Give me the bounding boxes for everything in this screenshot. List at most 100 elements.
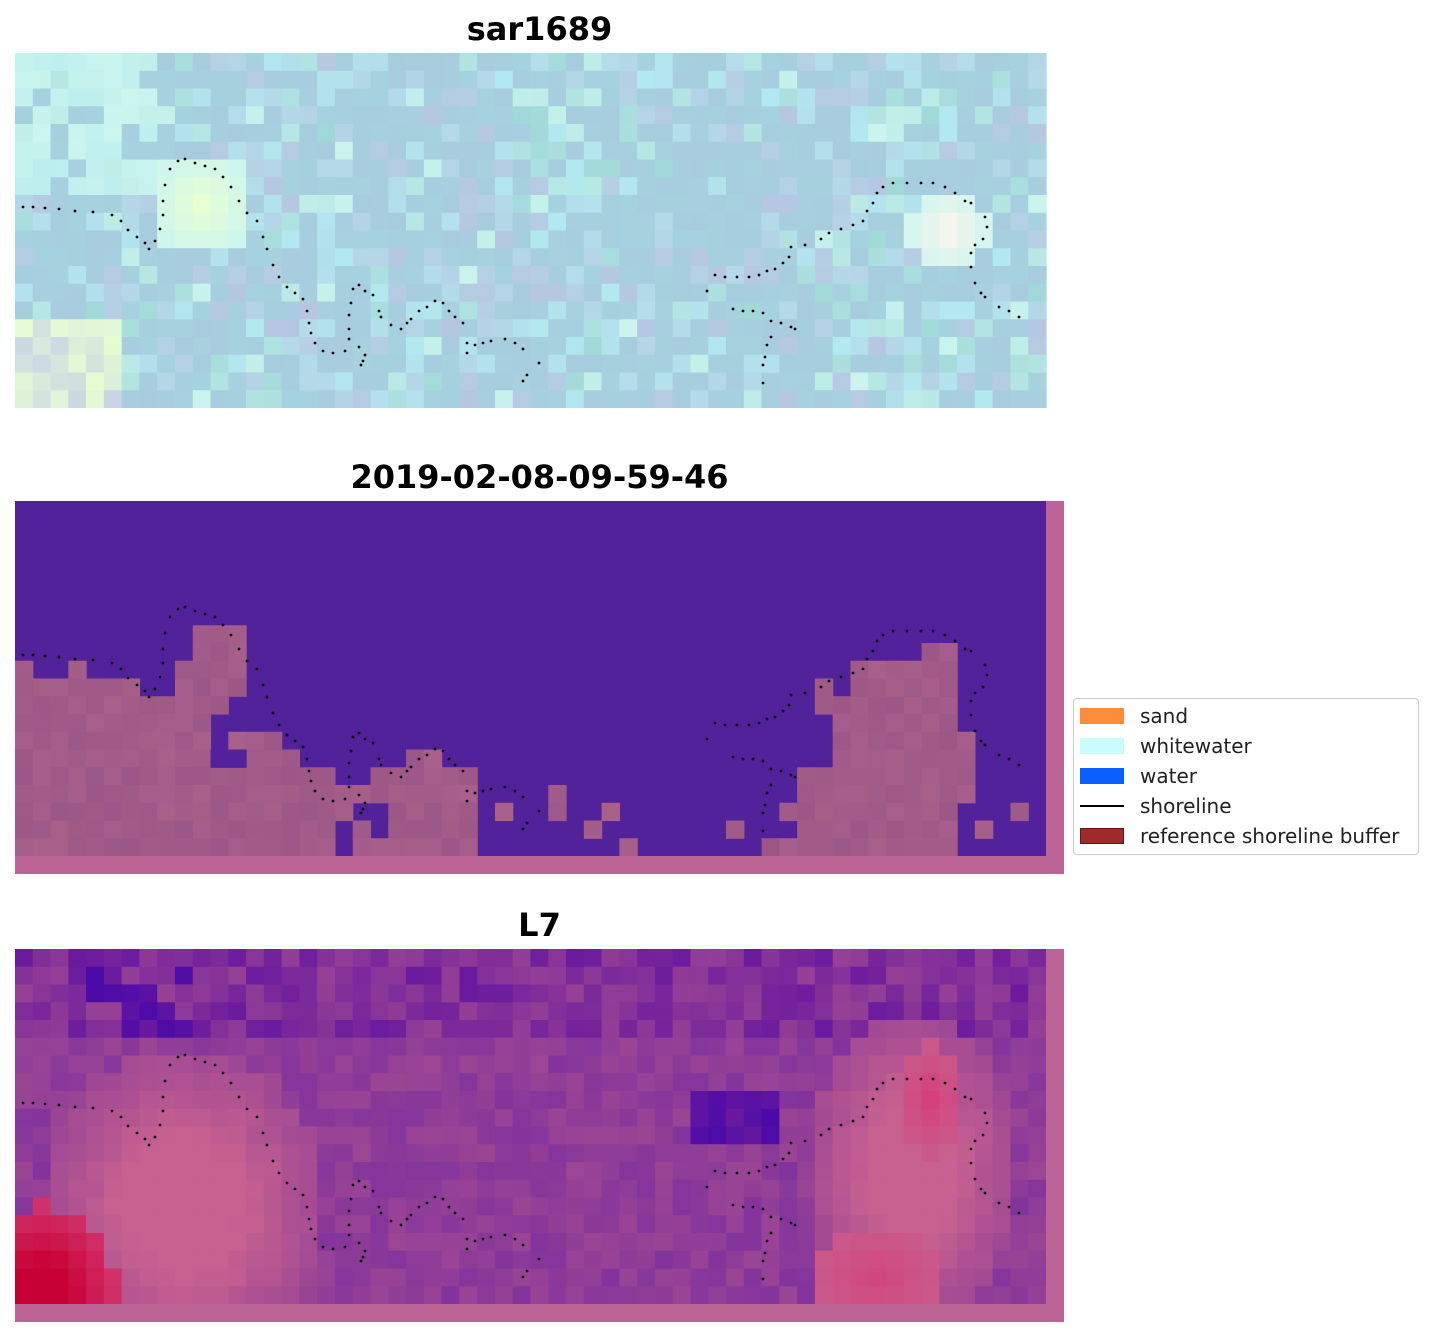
raster-cell	[459, 1091, 478, 1110]
shoreline-point	[409, 1213, 413, 1217]
raster-cell	[619, 390, 638, 408]
raster-cell	[86, 390, 105, 408]
raster-cell	[103, 195, 123, 214]
raster-cell	[370, 124, 389, 143]
raster-cell	[15, 70, 34, 90]
sand-class-cell	[263, 838, 283, 857]
raster-cell	[743, 88, 763, 107]
raster-cell	[868, 1215, 887, 1234]
shoreline-point	[110, 1109, 114, 1113]
raster-cell	[86, 266, 105, 285]
raster-cell	[637, 159, 656, 178]
raster-cell	[334, 1268, 354, 1287]
raster-cell	[157, 283, 176, 303]
sand-class-cell	[423, 838, 443, 857]
raster-cell	[548, 372, 567, 391]
shoreline-point	[176, 1055, 180, 1059]
shoreline-point	[285, 733, 289, 737]
raster-cell	[174, 354, 194, 374]
raster-cell	[192, 212, 212, 232]
raster-cell	[406, 1250, 425, 1270]
raster-cell	[530, 124, 549, 143]
shoreline-point	[963, 199, 967, 203]
sand-class-cell	[228, 660, 247, 680]
raster-cell	[441, 1144, 460, 1163]
sand-class-cell	[957, 731, 976, 751]
shoreline-point	[361, 359, 365, 363]
raster-cell	[281, 949, 301, 968]
raster-cell	[957, 1215, 976, 1234]
raster-cell	[939, 1286, 958, 1305]
raster-cell	[903, 70, 923, 90]
shoreline-point	[119, 1115, 123, 1119]
shoreline-point	[919, 1077, 923, 1081]
raster-cell	[868, 1250, 887, 1270]
shoreline-point	[769, 767, 773, 771]
raster-cell	[68, 1286, 87, 1305]
raster-cell	[726, 354, 745, 374]
raster-cell	[494, 1108, 514, 1128]
raster-cell	[352, 966, 372, 986]
raster-cell	[263, 1126, 283, 1145]
raster-cell	[15, 949, 34, 968]
raster-cell	[32, 283, 52, 303]
raster-cell	[743, 141, 763, 161]
raster-cell	[814, 1162, 834, 1181]
raster-cell	[103, 1286, 123, 1305]
raster-cell	[441, 53, 460, 72]
water-class-cell	[228, 749, 247, 768]
sand-class-cell	[68, 785, 87, 804]
raster-cell	[459, 177, 478, 196]
raster-cell	[743, 949, 763, 968]
raster-cell	[406, 1179, 425, 1199]
raster-cell	[726, 53, 745, 72]
sand-class-cell	[459, 838, 478, 857]
raster-cell	[246, 70, 265, 90]
raster-cell	[601, 1073, 620, 1092]
raster-cell	[566, 372, 585, 391]
raster-cell	[477, 1055, 496, 1074]
raster-cell	[263, 1037, 283, 1057]
raster-cell	[797, 248, 816, 267]
raster-cell	[263, 1250, 283, 1270]
raster-cell	[32, 1286, 52, 1305]
raster-cell	[921, 124, 940, 143]
raster-cell	[814, 1286, 834, 1305]
sand-class-cell	[832, 838, 852, 857]
raster-cell	[886, 195, 905, 214]
raster-cell	[406, 354, 425, 374]
raster-cell	[334, 53, 354, 72]
raster-cell	[974, 1091, 994, 1110]
shoreline-point	[1017, 763, 1021, 767]
raster-cell	[992, 1055, 1012, 1074]
shoreline-point	[21, 1101, 25, 1105]
raster-cell	[601, 230, 620, 249]
sand-class-cell	[15, 749, 34, 768]
shoreline-point	[979, 1187, 983, 1191]
raster-cell	[86, 141, 105, 161]
sand-class-cell	[192, 660, 212, 680]
raster-cell	[121, 1055, 141, 1074]
shoreline-point	[865, 209, 869, 213]
shoreline-point	[153, 239, 157, 243]
shoreline-point	[943, 185, 947, 189]
raster-cell	[32, 70, 52, 90]
raster-cell	[139, 177, 158, 196]
raster-cell	[1010, 248, 1029, 267]
raster-cell	[370, 1055, 389, 1074]
raster-cell	[637, 1073, 656, 1092]
raster-cell	[103, 1215, 123, 1234]
raster-cell	[15, 195, 34, 214]
raster-cell	[672, 301, 692, 320]
raster-cell	[299, 354, 318, 374]
raster-cell	[921, 1144, 940, 1163]
raster-cell	[334, 1179, 354, 1199]
shoreline-point	[307, 769, 311, 773]
raster-cell	[228, 1162, 247, 1181]
raster-cell	[672, 195, 692, 214]
raster-cell	[619, 1073, 638, 1092]
raster-cell	[441, 283, 460, 303]
raster-cell	[352, 248, 372, 267]
raster-cell	[868, 212, 887, 232]
raster-cell	[814, 266, 834, 285]
